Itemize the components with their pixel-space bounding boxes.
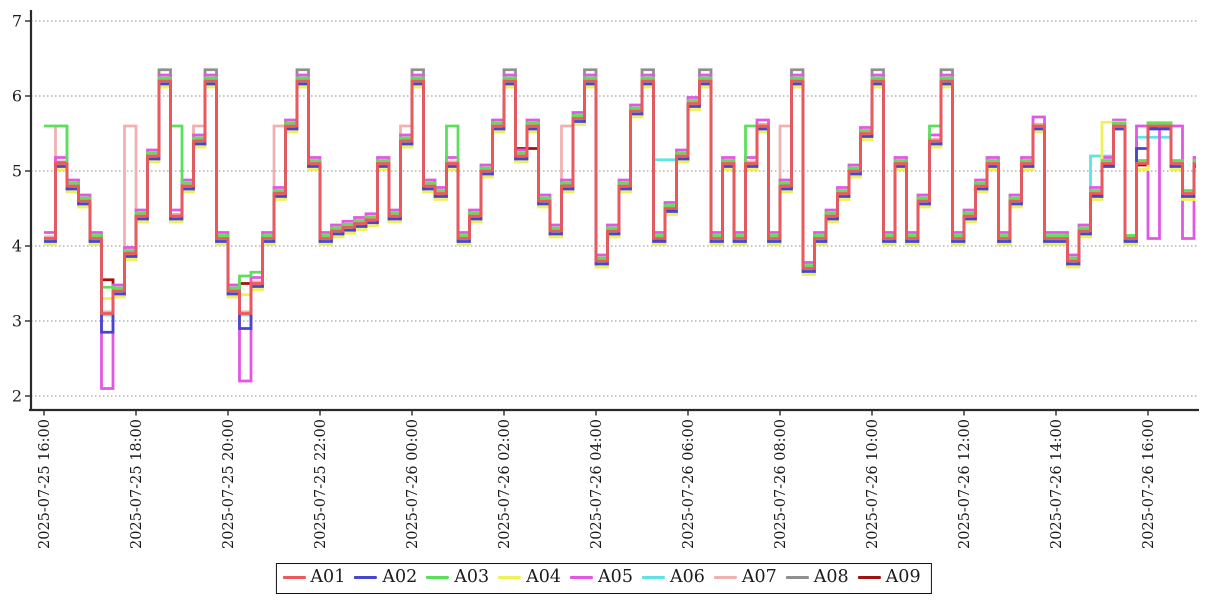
- legend-item-A02: A02: [354, 567, 417, 588]
- x-tick-label: 2025-07-26 14:00: [1049, 419, 1065, 549]
- legend-item-A03: A03: [426, 567, 489, 588]
- x-tick-label: 2025-07-26 12:00: [957, 419, 973, 549]
- legend-swatch-A05: [570, 575, 594, 580]
- legend-swatch-A08: [785, 575, 809, 580]
- legend-swatch-A03: [426, 575, 450, 580]
- legend-swatch-A04: [498, 575, 522, 580]
- y-axis: 2 3 4 5 6 7: [12, 12, 32, 406]
- y-tick-label: 3: [12, 312, 22, 331]
- x-axis: 2025-07-25 16:00 2025-07-25 18:00 2025-07-…: [37, 410, 1157, 549]
- y-tick-label: 5: [12, 162, 22, 181]
- y-tick-label: 2: [12, 387, 22, 406]
- y-tick-label: 7: [12, 12, 22, 31]
- legend-label-A07: A07: [741, 567, 777, 587]
- plot-lines: [44, 68, 1196, 390]
- x-tick-label: 2025-07-26 00:00: [405, 419, 421, 549]
- legend-swatch-A02: [354, 575, 378, 580]
- x-tick-label: 2025-07-25 18:00: [129, 419, 145, 549]
- legend-swatch-A01: [282, 575, 306, 580]
- y-tick-label: 4: [12, 237, 22, 256]
- legend-swatch-A09: [857, 575, 881, 580]
- legend-swatch-A07: [713, 575, 737, 580]
- x-tick-label: 2025-07-26 16:00: [1141, 419, 1157, 549]
- x-tick-label: 2025-07-25 20:00: [221, 419, 237, 549]
- legend-label-A03: A03: [454, 567, 490, 587]
- legend-item-A01: A01: [282, 567, 345, 588]
- legend-label-A06: A06: [669, 567, 705, 587]
- legend-item-A05: A05: [570, 567, 633, 588]
- legend-label-A04: A04: [526, 567, 562, 587]
- x-tick-label: 2025-07-26 08:00: [773, 419, 789, 549]
- legend-item-A06: A06: [641, 567, 705, 588]
- x-tick-label: 2025-07-26 06:00: [681, 419, 697, 549]
- x-tick-label: 2025-07-26 04:00: [589, 419, 605, 549]
- legend-item-A09: A09: [857, 567, 921, 588]
- legend-swatch-A06: [641, 575, 665, 580]
- legend-item-A08: A08: [785, 567, 849, 588]
- legend-label-A08: A08: [813, 567, 849, 587]
- series-line-A01: [44, 79, 1196, 315]
- x-tick-label: 2025-07-26 10:00: [865, 419, 881, 549]
- y-tick-label: 6: [12, 87, 22, 106]
- legend-label-A09: A09: [885, 567, 921, 587]
- legend-label-A01: A01: [310, 567, 346, 587]
- legend-item-A07: A07: [713, 567, 777, 588]
- legend-label-A02: A02: [382, 567, 418, 587]
- x-tick-label: 2025-07-25 16:00: [37, 419, 53, 549]
- x-tick-label: 2025-07-26 02:00: [497, 419, 513, 549]
- legend-label-A05: A05: [598, 567, 633, 587]
- legend-item-A04: A04: [498, 567, 561, 588]
- chart-legend: A01 A02 A03 A04 A05 A06 A07 A08 A09: [275, 563, 932, 594]
- x-tick-label: 2025-07-25 22:00: [313, 419, 329, 549]
